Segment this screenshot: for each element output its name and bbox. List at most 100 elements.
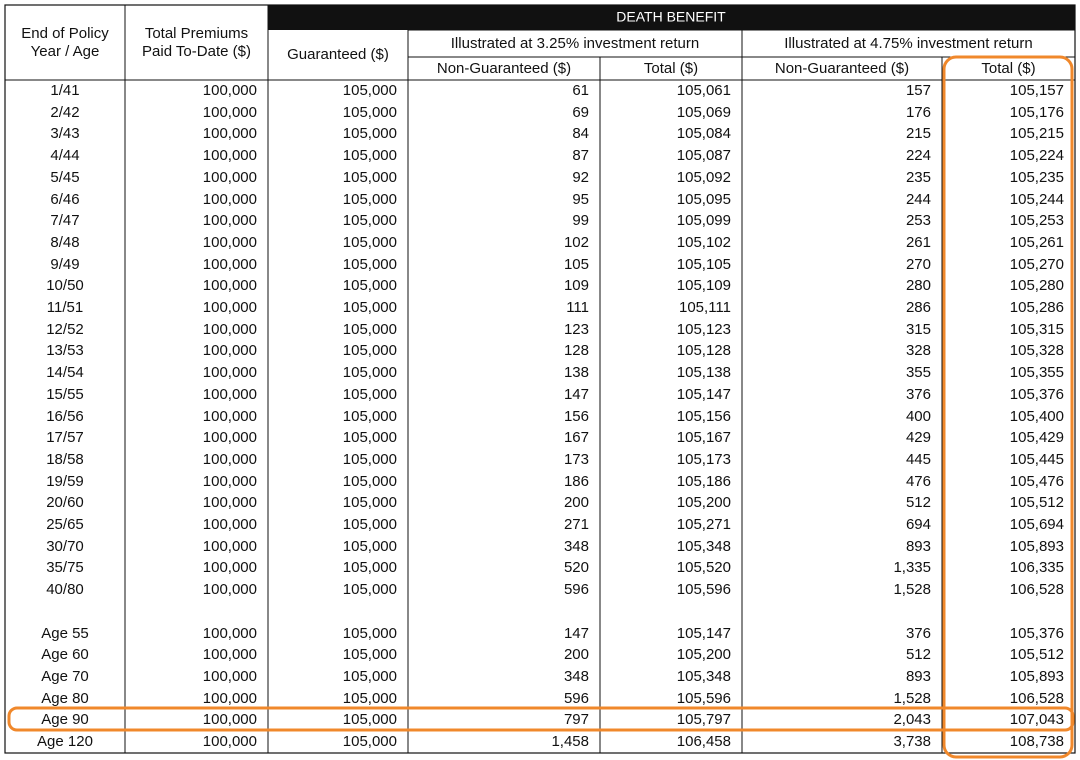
table-cell: 1,458 [551,733,589,750]
table-cell: 100,000 [202,190,257,208]
table-cell: 315 [905,320,931,338]
row-label: 20/60 [46,494,84,512]
table-cell: 105,000 [342,147,397,165]
table-cell: 105,000 [342,472,397,490]
table-cell: 105,512 [1009,646,1064,664]
table-cell: 105,261 [1009,233,1064,251]
table-cell: 105,224 [1009,147,1064,165]
row-label: 40/80 [46,581,84,599]
row-label: 19/59 [46,472,84,490]
table-cell: 596 [563,689,589,707]
table-cell: 270 [905,255,931,273]
table-cell: 105,105 [676,255,731,273]
table-cell: 105,400 [1009,407,1064,425]
header-cell: Total ($) [981,59,1036,77]
table-cell: 105,253 [1009,212,1064,230]
table-cell: 100,000 [202,320,257,338]
table-cell: 105,000 [342,407,397,425]
table-cell: 100,000 [202,494,257,512]
table-cell: 105,694 [1009,516,1064,533]
table-cell: 105,000 [342,277,397,295]
table-cell: 105,109 [676,277,731,295]
table-cell: 105,084 [676,125,731,143]
table-cell: 244 [905,190,931,208]
row-label: 35/75 [46,559,84,577]
table-cell: 105,348 [676,667,731,685]
table-cell: 797 [563,711,589,729]
table-cell: 106,335 [1009,559,1064,577]
table-cell: 520 [563,559,589,577]
table-cell: 476 [905,472,931,490]
table-cell: 100,000 [202,624,257,642]
table-cell: 100,000 [202,364,257,382]
table-cell: 105,429 [1009,429,1064,447]
table-cell: 92 [572,168,589,186]
row-label: 6/46 [50,190,80,208]
table-cell: 348 [563,667,589,685]
table-cell: 100,000 [202,537,257,555]
table-cell: 328 [905,342,931,360]
table-cell: 105,200 [676,494,731,512]
table-cell: 100,000 [202,581,257,599]
table-cell: 105,280 [1009,277,1064,295]
rules [5,5,1075,753]
table-cell: 107,043 [1009,711,1064,729]
table-cell: 105,061 [676,82,731,99]
row-label: Age 55 [41,624,89,642]
table-cell: 376 [905,385,931,403]
table-cell: 105,000 [342,689,397,707]
table-cell: 105,215 [1009,125,1064,143]
table-cell: 105,271 [676,516,731,533]
table-cell: 87 [572,147,589,165]
row-label: 8/48 [50,233,80,251]
row-label: Age 70 [41,667,89,685]
table-cell: 105,186 [676,472,731,490]
row-label: 3/43 [50,125,80,143]
header-cell: Illustrated at 4.75% investment return [784,34,1033,52]
table-cell: 105,000 [342,581,397,599]
table-cell: 105,520 [676,559,731,577]
table-cell: 128 [563,342,589,360]
table-cell: 100,000 [202,516,257,533]
table-cell: 224 [905,147,931,165]
header-cell: Illustrated at 3.25% investment return [450,34,700,52]
table-cell: 100,000 [202,711,257,729]
table-cell: 100,000 [202,103,257,121]
table-cell: 61 [572,82,589,99]
table-cell: 429 [905,429,931,447]
table-cell: 147 [563,624,589,642]
table-cell: 100,000 [202,733,257,750]
table-cell: 445 [905,450,931,468]
row-label: 11/51 [46,299,84,316]
table-cell: 105,147 [676,385,731,403]
table-cell: 105,173 [676,450,731,468]
table-cell: 105,596 [676,581,731,599]
table-cell: 286 [905,299,931,316]
header-cell: Non-Guaranteed ($) [774,59,910,77]
table-cell: 105,000 [342,450,397,468]
table-cell: 694 [905,516,931,533]
table-cell: 100,000 [202,385,257,403]
table-cell: 280 [905,277,931,295]
table-cell: 105,000 [342,299,397,316]
table-cell: 176 [905,103,931,121]
table-cell: 105,087 [676,147,731,165]
table-cell: 893 [905,537,931,555]
table-cell: 100,000 [202,277,257,295]
group-header-bar [268,5,1075,30]
table-cell: 100,000 [202,472,257,490]
table-cell: 100,000 [202,82,257,99]
table-cell: 105,328 [1009,342,1064,360]
table-cell: 105,200 [676,646,731,664]
table-cell: 105,000 [342,82,397,99]
table-cell: 100,000 [202,125,257,143]
table-cell: 3,738 [893,733,931,750]
table-cell: 69 [572,103,589,121]
table-cell: 100,000 [202,342,257,360]
table-cell: 400 [905,407,931,425]
header-cell: Total Premiums Paid To-Date ($) [142,24,251,60]
table-border [4,4,1076,754]
table-cell: 100,000 [202,407,257,425]
table-cell: 100,000 [202,450,257,468]
